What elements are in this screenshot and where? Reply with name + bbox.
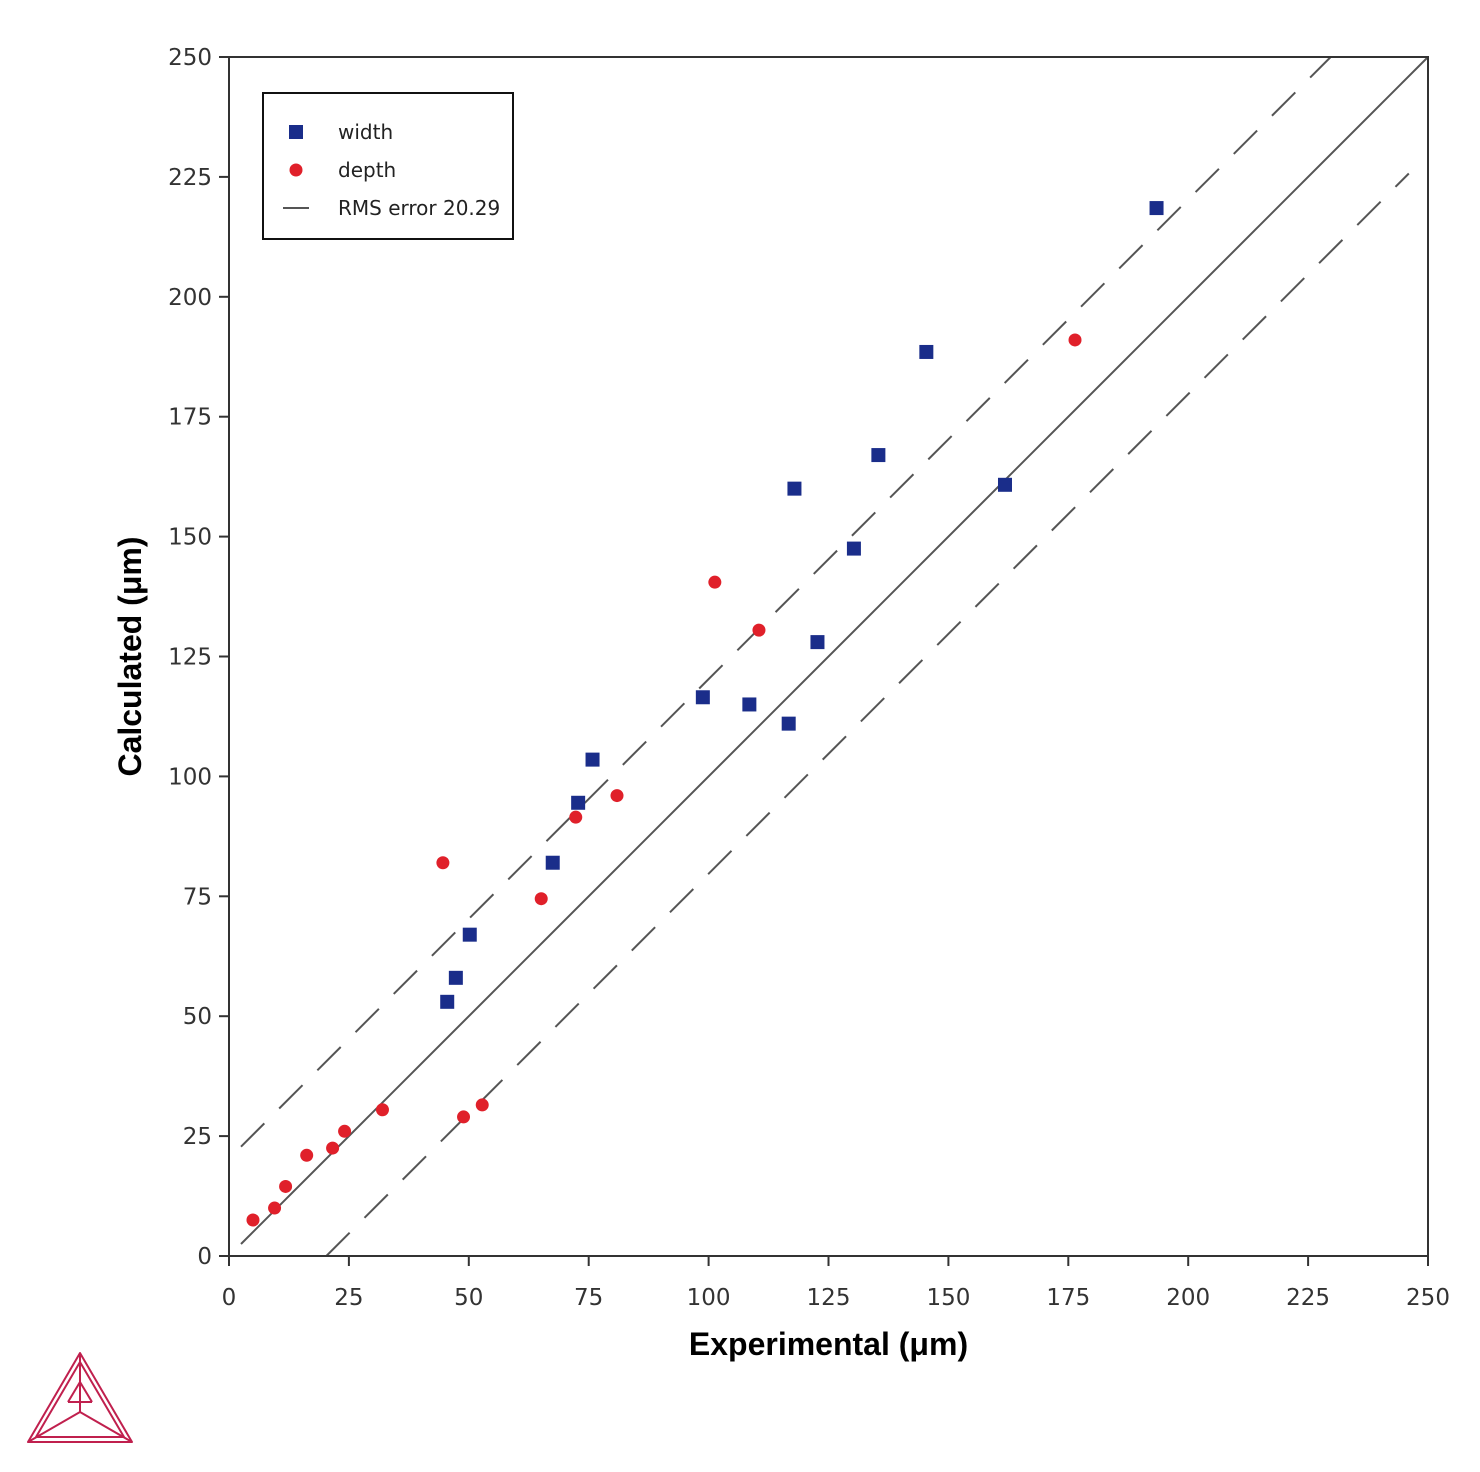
width-marker bbox=[585, 752, 600, 767]
x-axis-title: Experimental (μm) bbox=[689, 1326, 968, 1362]
y-axis-title: Calculated (μm) bbox=[112, 536, 148, 776]
x-tick-label: 50 bbox=[454, 1285, 483, 1311]
depth-marker bbox=[457, 1110, 471, 1124]
x-axis: 0 25 50 75 100 125 150 175 200 225 250 bbox=[222, 1256, 1450, 1311]
logo-spoke bbox=[27, 1411, 81, 1443]
depth-marker bbox=[326, 1141, 340, 1155]
depth-marker bbox=[752, 623, 766, 637]
y-tick-label: 100 bbox=[168, 764, 212, 790]
depth-marker bbox=[610, 789, 624, 803]
y-tick-label: 125 bbox=[168, 645, 212, 671]
y-tick-label: 75 bbox=[183, 884, 212, 910]
y-tick-label: 250 bbox=[168, 45, 212, 71]
y-tick-label: 200 bbox=[168, 285, 212, 311]
width-marker bbox=[440, 994, 455, 1009]
width-marker bbox=[919, 344, 934, 359]
x-tick-label: 25 bbox=[334, 1285, 363, 1311]
x-tick-label: 150 bbox=[926, 1285, 970, 1311]
data-markers bbox=[246, 201, 1164, 1227]
y-tick-label: 0 bbox=[197, 1244, 212, 1270]
width-marker bbox=[997, 477, 1012, 492]
depth-marker bbox=[569, 810, 583, 824]
legend-square-marker bbox=[289, 125, 303, 139]
width-marker bbox=[810, 635, 825, 650]
legend-label: width bbox=[338, 120, 393, 144]
identity-line bbox=[240, 56, 1429, 1245]
depth-marker bbox=[708, 575, 722, 589]
depth-marker bbox=[279, 1179, 293, 1193]
width-marker bbox=[571, 795, 586, 810]
x-tick-label: 75 bbox=[574, 1285, 603, 1311]
rms-error-band-line bbox=[240, 56, 1332, 1148]
y-axis: 0 25 50 75 100 125 150 175 200 225 250 bbox=[168, 45, 229, 1270]
y-tick-label: 25 bbox=[183, 1124, 212, 1150]
width-marker bbox=[871, 448, 886, 463]
legend-circle-marker bbox=[289, 163, 303, 177]
width-marker bbox=[448, 970, 463, 985]
width-marker bbox=[781, 716, 796, 731]
x-tick-label: 125 bbox=[807, 1285, 851, 1311]
x-tick-label: 200 bbox=[1166, 1285, 1210, 1311]
x-tick-label: 0 bbox=[222, 1285, 237, 1311]
width-marker bbox=[462, 927, 477, 942]
depth-marker bbox=[436, 856, 450, 870]
legend-label: RMS error 20.29 bbox=[338, 196, 500, 220]
y-tick-label: 225 bbox=[168, 165, 212, 191]
x-tick-label: 100 bbox=[687, 1285, 731, 1311]
reference-lines bbox=[240, 56, 1429, 1257]
logo-inner-bar bbox=[79, 1381, 93, 1403]
logo-outer-triangle bbox=[27, 1352, 133, 1443]
depth-marker bbox=[268, 1201, 282, 1215]
depth-marker bbox=[246, 1213, 260, 1227]
y-tick-label: 50 bbox=[183, 1004, 212, 1030]
depth-marker bbox=[475, 1098, 489, 1112]
legend-label: depth bbox=[338, 158, 396, 182]
y-tick-label: 175 bbox=[168, 405, 212, 431]
x-tick-label: 225 bbox=[1286, 1285, 1330, 1311]
x-tick-label: 175 bbox=[1046, 1285, 1090, 1311]
rms-error-band-line bbox=[325, 172, 1410, 1257]
width-marker bbox=[846, 541, 861, 556]
width-marker bbox=[742, 697, 757, 712]
width-marker bbox=[695, 690, 710, 705]
logo-spoke bbox=[79, 1411, 133, 1443]
depth-marker bbox=[375, 1103, 389, 1117]
x-tick-label: 250 bbox=[1406, 1285, 1450, 1311]
width-marker bbox=[545, 855, 560, 870]
width-marker bbox=[787, 481, 802, 496]
depth-marker bbox=[1068, 333, 1082, 347]
thermo-calc-logo bbox=[27, 1352, 133, 1443]
logo-inner-bar bbox=[67, 1381, 81, 1403]
legend: width depth RMS error 20.29 bbox=[262, 92, 514, 240]
y-tick-label: 150 bbox=[168, 525, 212, 551]
depth-marker bbox=[338, 1124, 352, 1138]
logo-inner-triangle bbox=[35, 1361, 125, 1438]
depth-marker bbox=[300, 1148, 314, 1162]
legend-box bbox=[262, 92, 514, 240]
depth-marker bbox=[534, 892, 548, 906]
width-marker bbox=[1149, 201, 1164, 216]
